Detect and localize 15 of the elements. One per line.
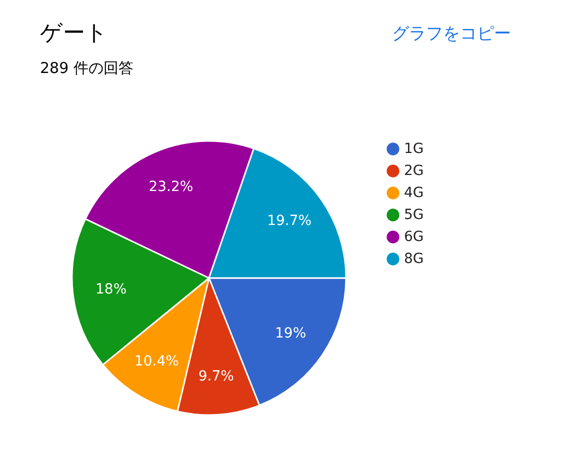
legend-label: 2G bbox=[404, 163, 424, 179]
legend-label: 4G bbox=[404, 185, 424, 201]
data-label: 18% bbox=[96, 282, 127, 298]
data-label: 10.4% bbox=[134, 354, 179, 370]
data-label: 9.7% bbox=[198, 368, 234, 384]
legend-label: 1G bbox=[404, 141, 424, 157]
text: グラフをコピー bbox=[392, 24, 511, 44]
chart-subtitle: 289 件の回答 bbox=[40, 59, 134, 77]
legend-label: 8G bbox=[404, 251, 424, 267]
data-label: 23.2% bbox=[148, 178, 194, 195]
data-label: 19.7% bbox=[267, 212, 312, 229]
legend-label: 5G bbox=[404, 207, 424, 223]
chart-title: ゲート bbox=[40, 21, 108, 46]
legend-label: 6G bbox=[404, 229, 424, 245]
data-label: 19% bbox=[275, 325, 306, 342]
